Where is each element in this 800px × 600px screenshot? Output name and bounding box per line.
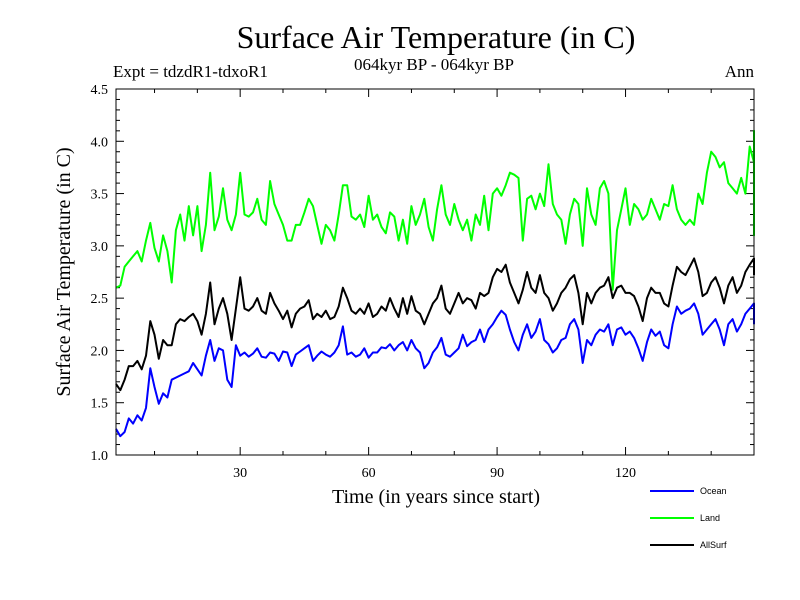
x-tick-label: 90 [490, 466, 504, 481]
x-axis-label: Time (in years since start) [332, 486, 540, 508]
y-tick-label: 3.5 [91, 188, 109, 203]
series-line-allsurf [115, 257, 755, 392]
plot-series [115, 129, 755, 438]
legend-label-land: Land [700, 513, 720, 523]
x-tick-label: 120 [615, 466, 636, 481]
chart-subtitle: 064kyr BP - 064kyr BP [354, 55, 514, 74]
series-line-land [115, 129, 755, 291]
experiment-label: Expt = tdzdR1-tdxoR1 [113, 62, 268, 81]
y-tick-label: 2.0 [91, 344, 109, 359]
y-tick-label: 1.0 [91, 449, 109, 464]
legend-label-allsurf: AllSurf [700, 540, 727, 550]
plot-frame [115, 88, 755, 456]
x-tick-label: 30 [233, 466, 247, 481]
x-tick-label: 60 [362, 466, 376, 481]
chart-title: Surface Air Temperature (in C) [237, 19, 636, 55]
legend-label-ocean: Ocean [700, 486, 727, 496]
legend: Ocean Land AllSurf [650, 486, 727, 550]
axis-ticks: 1.0 1.5 2.0 2.5 3.0 3.5 4.0 4.5 30 60 90 120 [91, 83, 754, 481]
period-label: Ann [725, 62, 755, 81]
y-tick-label: 1.5 [91, 397, 109, 412]
y-tick-label: 3.0 [91, 240, 109, 255]
series-line-ocean [115, 302, 755, 438]
y-axis-label: Surface Air Temperature (in C) [53, 147, 75, 396]
y-tick-label: 2.5 [91, 292, 109, 307]
y-tick-label: 4.5 [91, 83, 109, 98]
y-tick-label: 4.0 [91, 135, 109, 150]
